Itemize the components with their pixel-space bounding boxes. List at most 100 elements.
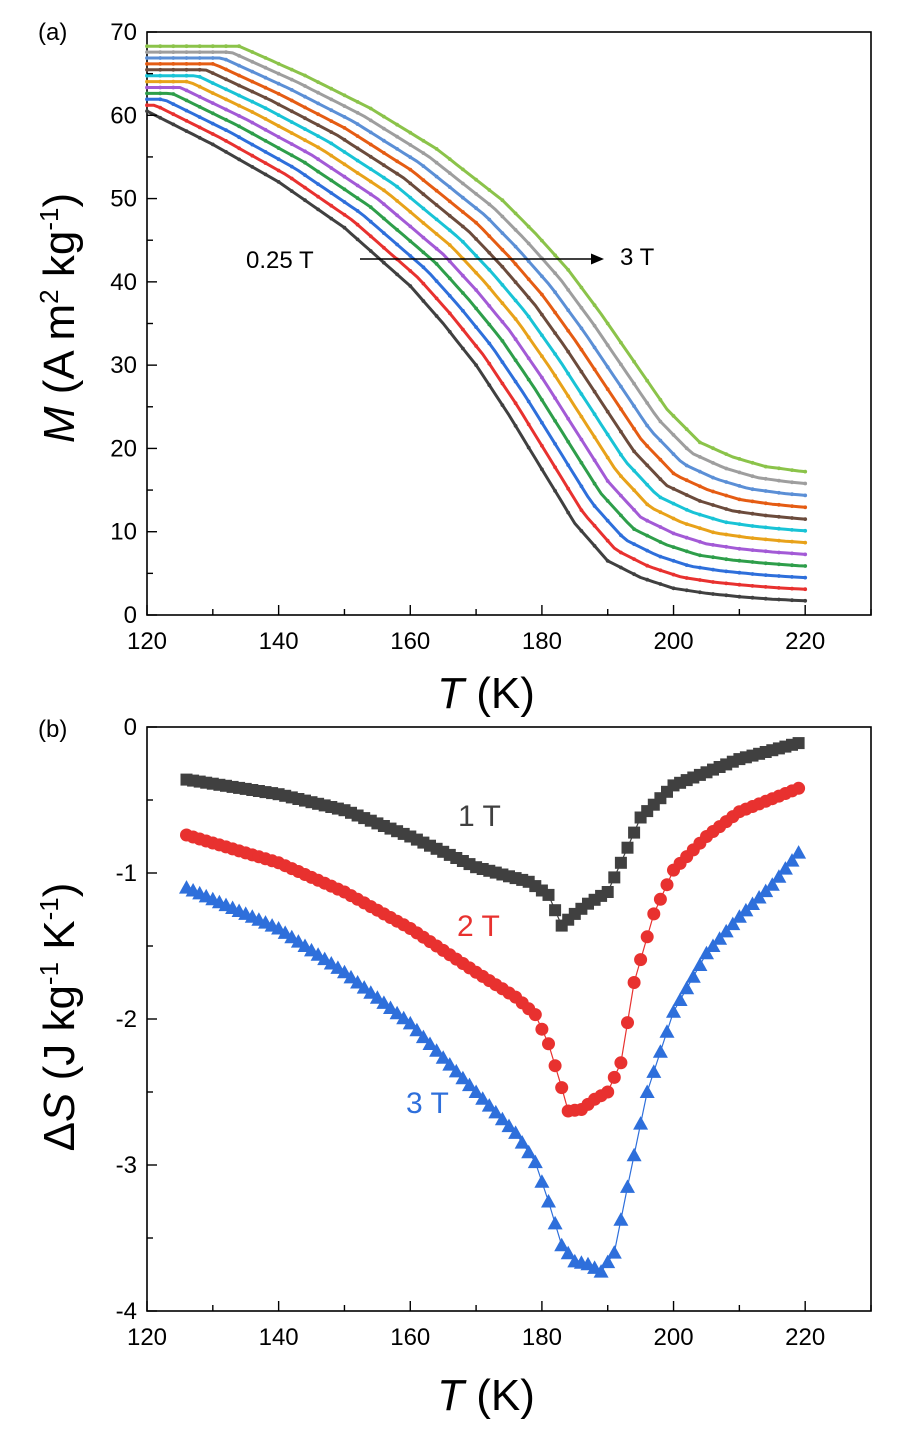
series-point-1-5-t (263, 117, 268, 121)
series-point-2-75-t (250, 59, 255, 64)
series-point-3-t (763, 464, 768, 469)
series-point-0-75-t (566, 463, 571, 467)
series-point-0-25-t (355, 237, 360, 242)
series-point-1-5-t (316, 145, 320, 150)
series-point-2-t (316, 123, 320, 127)
series-point-0-75-t (803, 575, 808, 580)
series-point-1-75-t (158, 73, 163, 78)
series-point-0-75-t (487, 341, 492, 346)
series-point-2-75-t (395, 134, 399, 139)
series-point-1-5-t (224, 97, 228, 102)
series-point-1-t (777, 562, 781, 567)
series-point-1-t (671, 545, 676, 549)
series-point-2-25-t (605, 387, 610, 392)
series-point-1-5-t (303, 138, 307, 143)
series-marker-2-t (627, 976, 641, 989)
series-point-3-t (750, 460, 755, 465)
panel-b-x-tick-label: 160 (390, 1324, 430, 1351)
series-point-1-25-t (316, 157, 320, 162)
series-point-0-25-t (632, 572, 636, 577)
series-point-1-25-t (540, 375, 544, 380)
series-point-0-5-t (671, 572, 676, 577)
series-point-1-75-t (684, 507, 689, 512)
series-point-2-25-t (684, 478, 689, 483)
series-point-1-75-t (145, 73, 149, 78)
series-point-3-t (803, 469, 808, 474)
series-point-1-5-t (671, 516, 676, 521)
series-point-3-t (210, 44, 215, 49)
panel-a-x-tick-label: 180 (522, 628, 562, 655)
series-point-1-75-t (579, 392, 584, 396)
series-point-1-t (724, 557, 729, 562)
series-2-75-t (145, 50, 808, 486)
series-point-1-25-t (619, 493, 623, 498)
series-point-0-5-t (461, 327, 465, 332)
series-point-2-t (566, 349, 571, 354)
series-point-2-5-t (513, 244, 518, 249)
series-point-2-5-t (763, 489, 768, 493)
series-point-0-75-t (777, 574, 781, 578)
series-point-2-t (408, 181, 413, 186)
series-point-2-25-t (276, 91, 281, 96)
series-point-1-25-t (671, 531, 676, 536)
series-point-2-75-t (408, 143, 413, 147)
series-point-3-t (526, 224, 531, 229)
series-point-3-t (461, 167, 465, 172)
series-point-2-5-t (145, 56, 149, 60)
series-point-1-t (632, 527, 636, 531)
series-point-2-5-t (171, 56, 176, 60)
series-marker-3-t (712, 931, 728, 945)
series-point-2-25-t (737, 497, 742, 502)
series-point-2-75-t (276, 71, 281, 76)
series-point-2-75-t (632, 381, 636, 386)
series-point-0-75-t (342, 200, 347, 204)
series-point-2-t (487, 250, 492, 255)
series-point-2-t (658, 477, 663, 482)
series-point-2-25-t (316, 112, 320, 117)
series-point-2-25-t (698, 484, 702, 489)
series-marker-1-t (621, 841, 634, 854)
series-point-0-5-t (276, 168, 281, 173)
series-point-1-75-t (421, 206, 426, 211)
series-point-0-75-t (224, 128, 228, 133)
series-point-0-5-t (658, 568, 663, 573)
series-point-2-75-t (592, 323, 597, 328)
series-point-2-5-t (224, 57, 228, 62)
series-point-0-5-t (434, 296, 439, 301)
series-point-1-75-t (605, 432, 610, 437)
series-point-2-25-t (777, 502, 781, 507)
series-point-2-5-t (671, 452, 676, 456)
series-point-1-5-t (250, 110, 255, 114)
series-1-t (145, 91, 808, 568)
series-point-0-5-t (777, 586, 781, 590)
series-marker-2-t (621, 1016, 634, 1030)
series-point-1-75-t (592, 412, 597, 417)
series-point-1-5-t (711, 530, 715, 535)
series-point-3-t (382, 114, 386, 119)
series-point-2-t (447, 213, 452, 218)
series-point-1-25-t (171, 85, 176, 90)
series-point-0-75-t (197, 115, 202, 119)
series-point-0-5-t (711, 580, 715, 584)
series-point-2-75-t (316, 90, 320, 95)
panel-b-label: (b) (38, 716, 67, 743)
series-point-2-75-t (303, 84, 307, 88)
series-point-0-5-t (145, 103, 149, 108)
series-point-1-t (750, 560, 755, 564)
series-point-0-5-t (500, 381, 505, 386)
series-point-0-5-t (579, 508, 584, 512)
series-point-0-5-t (237, 146, 242, 151)
series-point-3-t (368, 106, 373, 111)
series-point-0-5-t (408, 269, 413, 273)
series-point-1-25-t (553, 396, 557, 400)
series-0-75-t (145, 97, 808, 580)
panel-b-y-tick-label: -1 (116, 860, 137, 887)
series-point-1-75-t (658, 495, 663, 500)
series-point-1-75-t (540, 333, 544, 338)
series-point-0-75-t (434, 279, 439, 283)
series-point-3-t (250, 50, 255, 54)
series-point-0-5-t (224, 139, 228, 143)
panel-a-y-tick-label: 70 (110, 19, 137, 46)
series-point-2-25-t (763, 501, 768, 506)
series-point-0-25-t (711, 592, 715, 596)
